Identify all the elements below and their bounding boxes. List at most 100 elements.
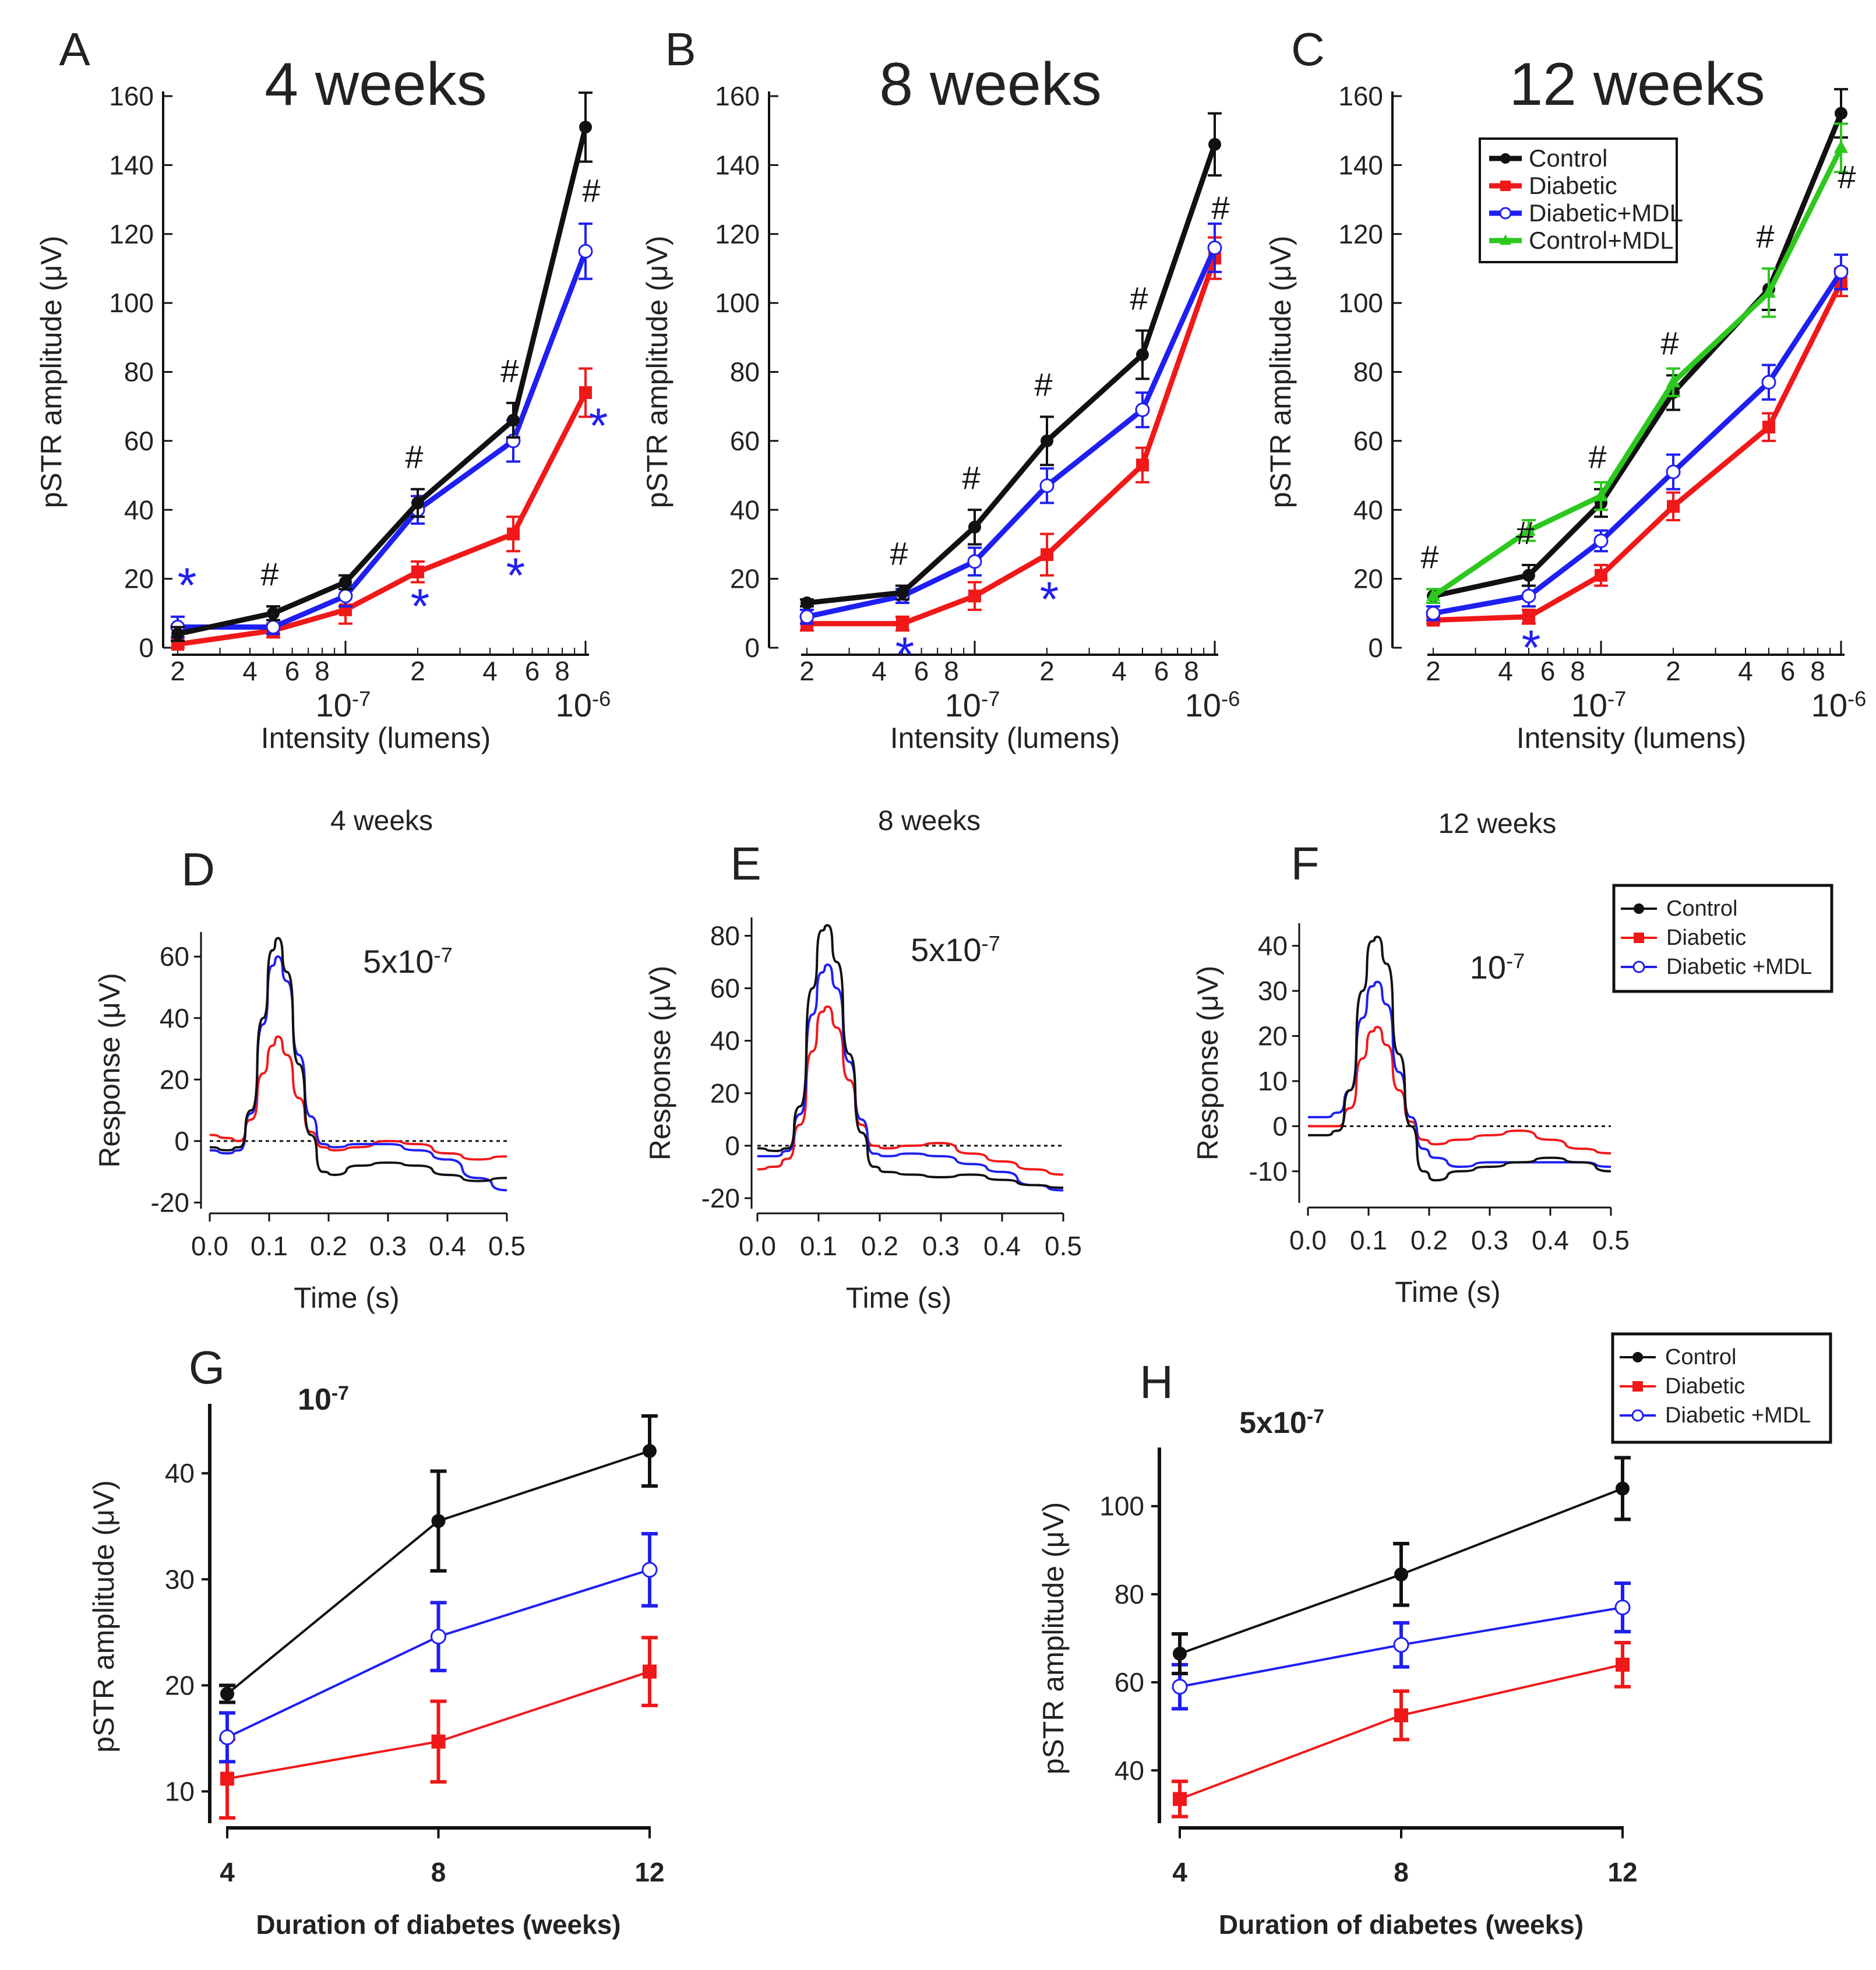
series-line bbox=[1433, 281, 1844, 623]
x-tick-label: 0.5 bbox=[1045, 1231, 1082, 1261]
x-tick-label: 6 bbox=[914, 656, 929, 686]
significance-hash: # bbox=[1838, 158, 1856, 195]
y-tick-label: 20 bbox=[730, 564, 760, 594]
x-tick-label: 0.2 bbox=[1410, 1225, 1448, 1255]
y-tick-label: 30 bbox=[1258, 976, 1288, 1006]
series-control bbox=[219, 1414, 658, 1704]
significance-hash: # bbox=[890, 535, 908, 571]
y-tick-label: 40 bbox=[165, 1458, 195, 1488]
series-diabetic-plus-mdl bbox=[1172, 1581, 1631, 1711]
panel-letter: G bbox=[189, 1341, 225, 1393]
y-tick-label: 40 bbox=[1258, 931, 1288, 961]
panel-g: G 10-7 10 20 30 40 pSTR amplitude (μV) 4 8 12 Dura… bbox=[87, 1341, 665, 1940]
data-point bbox=[799, 609, 814, 624]
significance-star: * bbox=[506, 548, 526, 602]
panel-letter: E bbox=[730, 838, 761, 889]
x-tick-label: 8 bbox=[1184, 656, 1199, 686]
panel-subtitle: 8 weeks bbox=[878, 806, 981, 836]
data-point bbox=[1594, 569, 1607, 582]
legend-item-diabetic-plus-mdl: Diabetic +MDL bbox=[1620, 1403, 1811, 1428]
y-tick-label: 0 bbox=[745, 633, 760, 663]
data-point bbox=[266, 606, 280, 620]
x-axis-label: Intensity (lumens) bbox=[261, 722, 491, 754]
y-tick-label: 20 bbox=[1258, 1021, 1288, 1051]
series-line bbox=[178, 250, 588, 630]
panel-h: H 5x10-7 40 60 80 100 pSTR amplitude (μV) 4 8 12 D… bbox=[1037, 1332, 1832, 1940]
data-point bbox=[1039, 478, 1055, 493]
legend-item-control-plus-mdl: Control+MDL bbox=[1489, 227, 1674, 254]
legend-marker bbox=[1499, 207, 1512, 220]
panel-letter: H bbox=[1140, 1356, 1173, 1408]
y-tick-label: 60 bbox=[1353, 426, 1383, 456]
series-diabetic bbox=[800, 236, 1222, 632]
series-diabetic bbox=[1172, 1641, 1631, 1819]
x-axis-label: Duration of diabetes (weeks) bbox=[256, 1909, 620, 1940]
data-point bbox=[643, 1444, 657, 1458]
y-tick-label: 60 bbox=[124, 426, 154, 456]
legend-marker bbox=[1632, 1352, 1643, 1362]
y-axis-label: pSTR amplitude (μV) bbox=[1264, 236, 1297, 509]
legend-label: Control+MDL bbox=[1529, 227, 1674, 254]
legend-label: Control bbox=[1666, 896, 1738, 921]
series-diabetic-plus-mdl bbox=[170, 222, 593, 639]
y-tick-label: 140 bbox=[1338, 150, 1383, 180]
legend-box bbox=[1611, 1332, 1832, 1444]
intensity-annotation: 5x10-7 bbox=[911, 931, 1000, 968]
y-tick-label: 60 bbox=[730, 426, 760, 456]
y-axis: 0 20 40 60 80 100 120 140 160 pSTR amplitude (μV) bbox=[35, 81, 172, 663]
legend-label: Diabetic bbox=[1529, 172, 1617, 199]
legend-item-control: Control bbox=[1621, 896, 1738, 921]
data-point bbox=[895, 617, 909, 630]
data-point bbox=[1833, 264, 1849, 280]
intensity-annotation: 5x10-7 bbox=[363, 943, 453, 980]
panel-title: 8 weeks bbox=[879, 51, 1102, 118]
data-point bbox=[1426, 606, 1441, 621]
panel-subtitle: 4 weeks bbox=[330, 806, 433, 836]
y-tick-label: 40 bbox=[124, 495, 154, 525]
series-control bbox=[171, 91, 593, 642]
x-tick-label: 12 bbox=[1607, 1857, 1637, 1887]
y-tick-label: -20 bbox=[701, 1183, 740, 1213]
x-axis-label: Duration of diabetes (weeks) bbox=[1219, 1909, 1584, 1940]
data-point bbox=[895, 586, 909, 599]
y-axis-label: pSTR amplitude (μV) bbox=[641, 236, 673, 509]
x-axis: 4 8 12 Duration of diabetes (weeks) bbox=[220, 1826, 665, 1940]
x-tick-label: 0.4 bbox=[983, 1231, 1021, 1261]
y-tick-label: 20 bbox=[160, 1064, 189, 1095]
significance-hash: # bbox=[962, 459, 980, 496]
legend-label: Diabetic +MDL bbox=[1665, 1403, 1811, 1428]
y-tick-label: 30 bbox=[165, 1564, 195, 1594]
y-tick-label: 10 bbox=[165, 1776, 195, 1806]
series-control bbox=[1172, 1456, 1631, 1675]
data-point bbox=[578, 243, 593, 259]
y-tick-label: 20 bbox=[710, 1078, 740, 1108]
significance-hash: # bbox=[1211, 189, 1229, 226]
legend-marker bbox=[1500, 181, 1511, 191]
y-tick-label: 100 bbox=[1099, 1491, 1144, 1521]
x-tick-label: 8 bbox=[1810, 656, 1825, 686]
x-tick-label: 2 bbox=[410, 656, 425, 686]
data-point bbox=[506, 414, 520, 427]
data-point bbox=[338, 588, 353, 603]
series-control-plus-mdl bbox=[1426, 122, 1849, 605]
x-axis-label: Intensity (lumens) bbox=[1517, 722, 1747, 754]
legend-item-diabetic: Diabetic bbox=[1620, 1374, 1745, 1399]
series-line bbox=[1433, 270, 1843, 616]
y-tick-label: 40 bbox=[160, 1003, 189, 1033]
data-point bbox=[1522, 610, 1535, 623]
y-tick-label: 120 bbox=[715, 219, 760, 249]
y-axis-label: Response (μV) bbox=[93, 973, 126, 1168]
legend-marker bbox=[1632, 1381, 1643, 1392]
legend: Control Diabetic Diabetic +MDL bbox=[1611, 1332, 1832, 1444]
panel-letter: D bbox=[181, 843, 215, 895]
data-point bbox=[171, 627, 184, 641]
data-point bbox=[1521, 588, 1536, 603]
x-tick-label: 0.1 bbox=[251, 1231, 288, 1261]
trace-diabetic bbox=[1308, 1026, 1611, 1155]
legend-marker bbox=[1631, 1409, 1644, 1422]
y-axis-label: pSTR amplitude (μV) bbox=[87, 1480, 120, 1753]
x-tick-label: 0.0 bbox=[739, 1231, 776, 1261]
legend-marker bbox=[1500, 234, 1511, 245]
y-tick-label: 60 bbox=[710, 973, 740, 1004]
